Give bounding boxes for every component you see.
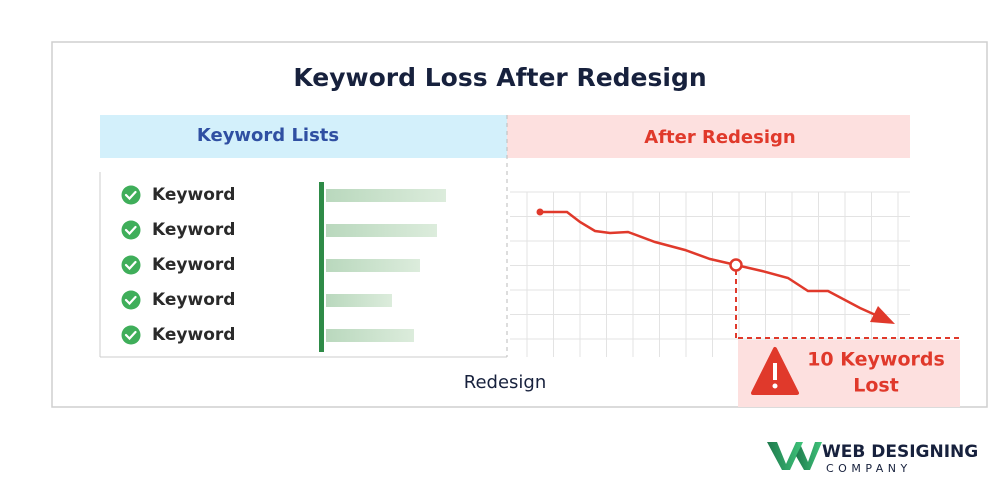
keyword-bar [326, 224, 437, 237]
right-header: After Redesign [644, 127, 795, 148]
keyword-bar [326, 259, 420, 272]
keyword-bar [326, 294, 392, 307]
keyword-label: Keyword [152, 255, 235, 275]
check-mark [124, 225, 137, 236]
keyword-label: Keyword [152, 325, 235, 345]
alert-text: Lost [853, 375, 899, 397]
keyword-label: Keyword [152, 185, 235, 205]
keyword-list: Keyword Keyword Keyword Keyword Keyword [121, 185, 235, 345]
keyword-label: Keyword [152, 220, 235, 240]
right-header-bg [507, 115, 910, 158]
check-mark [124, 260, 137, 271]
left-header-bg [100, 115, 507, 158]
check-mark [124, 190, 137, 201]
alert-text: 10 Keywords [807, 349, 945, 371]
check-icon [121, 290, 141, 310]
title: Keyword Loss After Redesign [293, 63, 706, 92]
check-icon [121, 220, 141, 240]
logo-name: WEB DESIGNING [822, 442, 978, 462]
start-dot [536, 208, 544, 216]
warning-dot [772, 383, 778, 389]
trend-line [540, 210, 881, 319]
redesign-point [729, 258, 743, 272]
check-icon [121, 185, 141, 205]
left-header: Keyword Lists [197, 125, 339, 146]
check-icon [121, 255, 141, 275]
check-mark [124, 330, 137, 341]
x-label: Redesign [464, 372, 547, 393]
arrow-head [870, 306, 895, 324]
axis-bar [319, 182, 324, 352]
check-icon [121, 325, 141, 345]
keyword-label: Keyword [152, 290, 235, 310]
logo-mark [796, 442, 822, 470]
check-mark [124, 295, 137, 306]
grid [510, 191, 910, 357]
keyword-bar [326, 329, 414, 342]
keyword-bar [326, 189, 446, 202]
logo-mark [767, 442, 803, 470]
logo-sub: COMPANY [826, 462, 912, 475]
warning-mark [773, 363, 777, 380]
